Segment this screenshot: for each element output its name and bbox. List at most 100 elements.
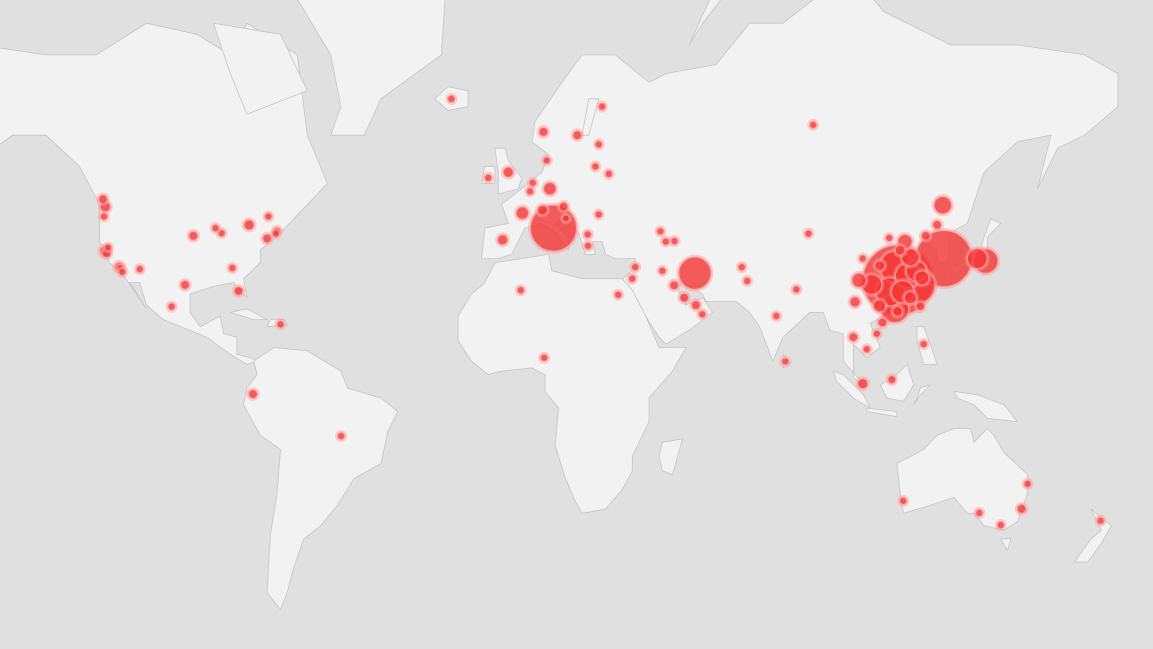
case-bubble[interactable] (885, 234, 894, 243)
case-bubble[interactable] (526, 187, 535, 196)
case-bubble[interactable] (996, 520, 1005, 529)
case-bubble[interactable] (228, 263, 237, 272)
case-bubble[interactable] (502, 166, 514, 178)
case-bubble[interactable] (851, 272, 867, 288)
case-bubble[interactable] (540, 353, 549, 362)
case-bubble[interactable] (558, 201, 569, 212)
case-bubble[interactable] (809, 120, 818, 129)
case-bubble[interactable] (180, 280, 190, 290)
case-bubble[interactable] (135, 265, 144, 274)
case-bubble[interactable] (872, 329, 881, 338)
case-bubble[interactable] (903, 291, 917, 305)
case-bubble[interactable] (862, 345, 871, 354)
case-bubble[interactable] (614, 290, 623, 299)
case-bubble[interactable] (1016, 504, 1027, 514)
case-bubble[interactable] (543, 182, 557, 196)
case-bubble[interactable] (591, 162, 600, 171)
case-bubble[interactable] (781, 357, 790, 366)
case-bubble[interactable] (678, 256, 712, 290)
case-bubble[interactable] (99, 212, 108, 221)
case-bubble[interactable] (572, 130, 583, 141)
case-bubble[interactable] (103, 243, 112, 252)
case-bubble[interactable] (594, 210, 603, 219)
case-bubble[interactable] (899, 496, 908, 505)
case-bubble[interactable] (243, 219, 255, 231)
case-bubble[interactable] (743, 277, 752, 286)
landmass-novaya-zemlya (688, 0, 722, 46)
case-bubble[interactable] (772, 312, 781, 321)
landmass-sulawesi (913, 384, 931, 406)
case-bubble[interactable] (497, 234, 509, 246)
case-bubble[interactable] (515, 206, 529, 220)
case-bubble[interactable] (877, 317, 888, 328)
case-bubble[interactable] (661, 237, 670, 246)
landmass-sweden-bay (581, 98, 600, 136)
case-bubble[interactable] (737, 263, 746, 272)
case-bubble[interactable] (537, 204, 548, 216)
case-bubble[interactable] (337, 432, 346, 441)
case-bubble[interactable] (874, 260, 886, 271)
case-bubble[interactable] (583, 230, 592, 239)
case-bubble[interactable] (118, 267, 127, 276)
case-bubble[interactable] (538, 127, 549, 137)
landmass-new-guinea (953, 390, 1019, 423)
case-bubble[interactable] (849, 296, 861, 308)
landmass-south-america (243, 347, 399, 611)
case-bubble[interactable] (276, 320, 285, 329)
case-bubble[interactable] (167, 302, 176, 311)
case-bubble[interactable] (528, 178, 537, 187)
case-bubble[interactable] (920, 231, 931, 241)
case-bubble[interactable] (872, 299, 887, 313)
case-bubble[interactable] (217, 229, 226, 238)
case-bubble[interactable] (262, 233, 272, 244)
case-bubble[interactable] (1096, 516, 1105, 525)
case-bubble[interactable] (248, 389, 258, 399)
case-bubble[interactable] (447, 94, 456, 103)
case-bubble[interactable] (919, 340, 928, 349)
case-bubble[interactable] (584, 241, 593, 250)
case-bubble[interactable] (670, 237, 679, 246)
case-bubble[interactable] (188, 231, 199, 241)
case-bubble[interactable] (264, 212, 273, 221)
case-bubble[interactable] (887, 375, 897, 384)
case-bubble[interactable] (484, 173, 493, 182)
case-bubble[interactable] (604, 169, 613, 178)
case-bubble[interactable] (271, 229, 280, 238)
case-bubble[interactable] (691, 300, 701, 310)
case-bubble[interactable] (933, 196, 952, 215)
case-bubble[interactable] (848, 332, 859, 342)
case-bubble[interactable] (975, 508, 984, 517)
case-bubble[interactable] (598, 102, 607, 111)
case-bubble[interactable] (669, 280, 679, 291)
case-bubble[interactable] (233, 286, 244, 296)
case-bubble[interactable] (792, 285, 801, 294)
landmass-tasmania (1000, 538, 1012, 552)
case-bubble[interactable] (679, 292, 689, 303)
case-bubble[interactable] (628, 274, 637, 283)
bubble-layer (96, 92, 1107, 531)
case-bubble[interactable] (516, 286, 525, 295)
case-bubble[interactable] (594, 140, 603, 149)
case-bubble[interactable] (857, 378, 869, 390)
case-bubble[interactable] (915, 301, 926, 312)
landmass-africa (457, 253, 687, 514)
case-bubble[interactable] (211, 224, 220, 233)
case-bubble[interactable] (932, 220, 942, 230)
case-bubble[interactable] (698, 310, 707, 319)
case-bubble[interactable] (901, 248, 920, 267)
case-bubble[interactable] (658, 266, 667, 275)
case-bubble[interactable] (892, 305, 904, 317)
landmass-greenland (297, 0, 446, 136)
case-bubble[interactable] (804, 229, 813, 238)
case-bubble[interactable] (98, 194, 108, 204)
case-bubble[interactable] (631, 263, 640, 272)
case-bubble[interactable] (858, 254, 867, 263)
case-bubble[interactable] (966, 248, 988, 269)
case-bubble[interactable] (1023, 479, 1032, 488)
case-bubble[interactable] (914, 270, 930, 286)
case-bubble[interactable] (561, 214, 570, 223)
case-bubble[interactable] (894, 244, 906, 256)
case-bubble[interactable] (542, 156, 551, 165)
case-bubble[interactable] (656, 227, 665, 236)
